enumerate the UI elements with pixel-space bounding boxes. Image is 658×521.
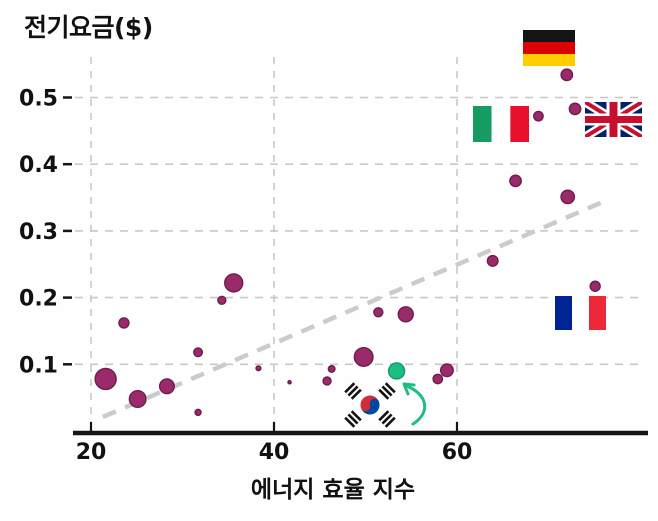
data-point <box>432 373 444 385</box>
y-tick-label: 0.3 <box>19 220 58 245</box>
data-point <box>589 280 601 292</box>
data-point <box>158 378 175 395</box>
y-tick-label: 0.4 <box>19 153 58 178</box>
uk-flag <box>585 102 642 137</box>
data-point <box>373 307 384 318</box>
data-point <box>224 273 244 293</box>
france-flag <box>555 296 606 330</box>
korea-data-point <box>387 362 406 380</box>
data-point <box>509 174 522 188</box>
data-point <box>193 347 204 358</box>
x-tick-label: 60 <box>442 440 473 465</box>
data-point <box>322 376 332 386</box>
data-point <box>533 110 544 122</box>
data-point <box>560 68 574 82</box>
data-point <box>194 408 202 417</box>
korea-arrow <box>402 382 427 426</box>
y-tick-label: 0.2 <box>19 287 58 312</box>
trend-line <box>102 200 602 420</box>
data-point <box>118 317 130 329</box>
y-tick-label: 0.5 <box>19 87 58 112</box>
data-point <box>353 346 374 367</box>
data-point <box>287 380 292 385</box>
x-tick-label: 20 <box>76 440 107 465</box>
y-tick-label: 0.1 <box>19 353 58 378</box>
data-point <box>486 254 499 267</box>
italy-flag <box>473 106 529 142</box>
data-point <box>128 389 147 408</box>
data-point <box>217 295 227 305</box>
data-point <box>560 189 576 205</box>
data-point <box>327 364 336 373</box>
data-point <box>94 367 117 391</box>
data-point <box>439 363 454 378</box>
germany-flag <box>523 30 575 66</box>
chart-title: 전기요금($) <box>24 13 153 42</box>
data-point <box>397 306 414 323</box>
x-tick-label: 40 <box>259 440 290 465</box>
x-axis-label: 에너지 효율 지수 <box>250 477 416 503</box>
data-point <box>255 365 262 372</box>
data-point <box>568 102 582 116</box>
korea-flag <box>344 382 396 428</box>
